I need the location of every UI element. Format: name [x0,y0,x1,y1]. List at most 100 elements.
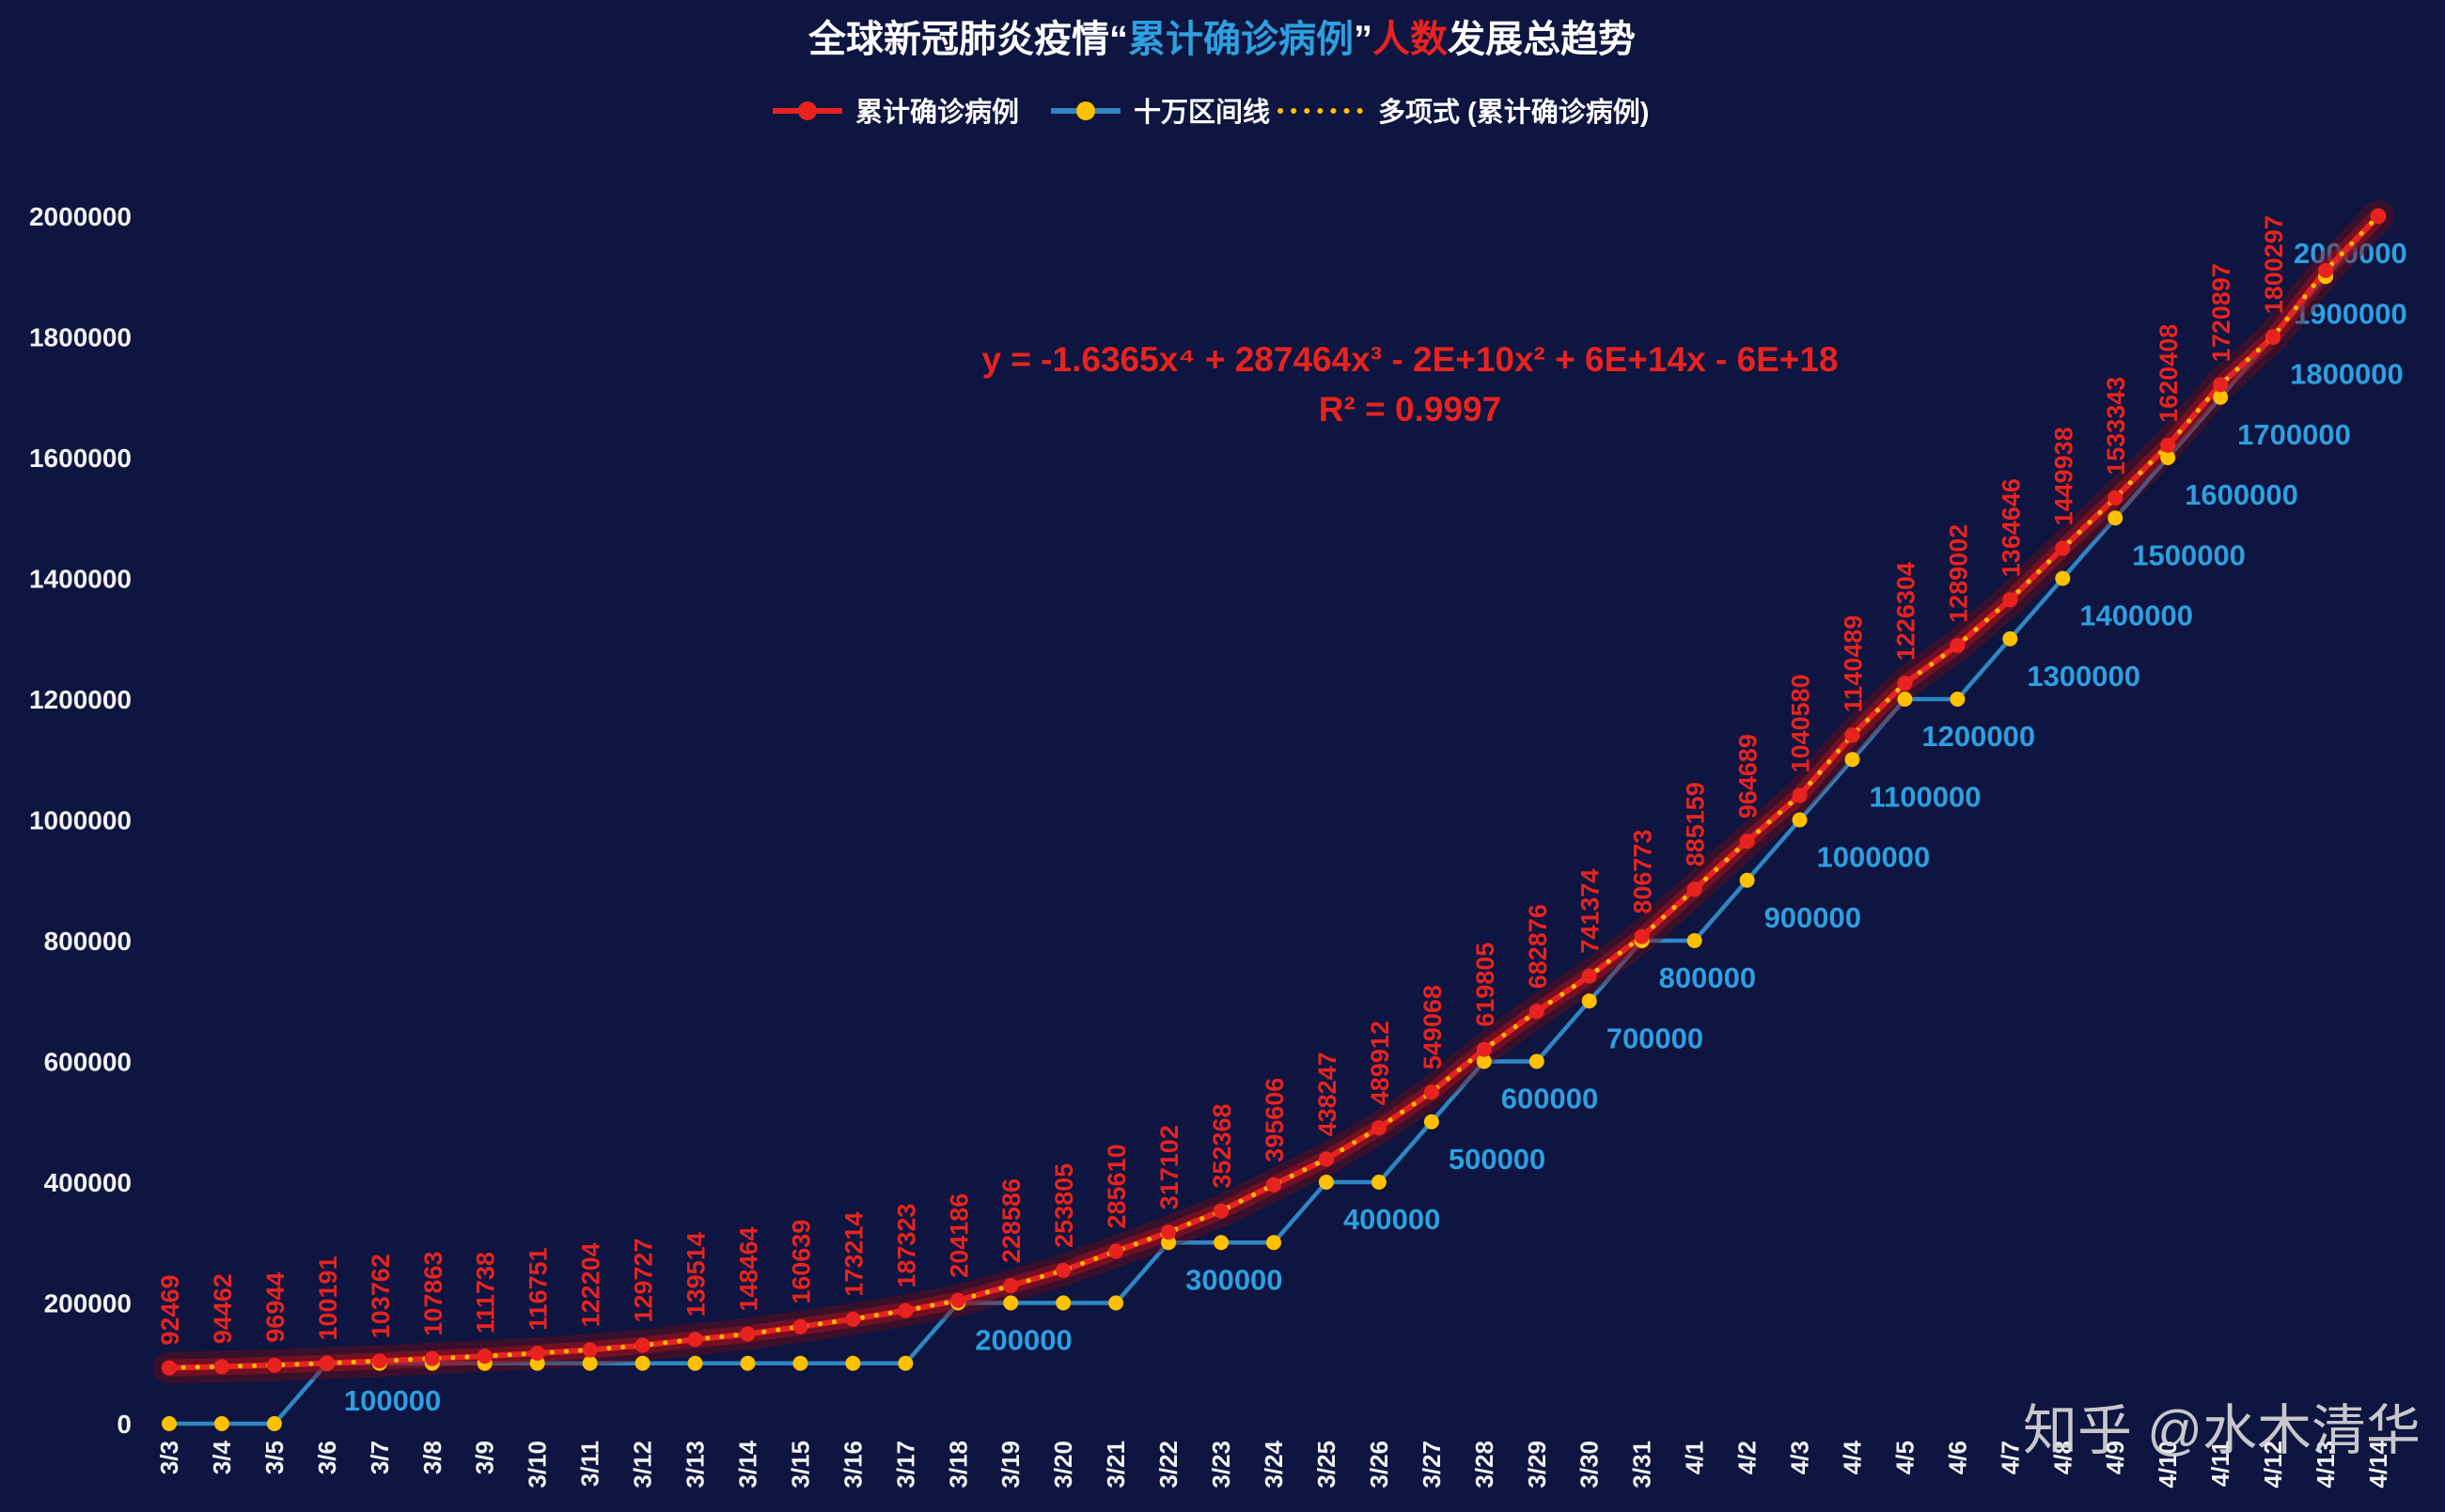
confirmed-data-label: 1140489 [1839,616,1867,713]
x-axis-tick: 3/12 [629,1441,657,1489]
interval-point [740,1355,756,1371]
interval-point [792,1355,808,1371]
legend-item-confirmed: 累计确诊病例 [773,96,1019,128]
title-segment-highlight-red: 人数 [1372,19,1448,60]
x-axis-tick: 3/8 [418,1441,447,1474]
interval-threshold-label: 300000 [1185,1263,1282,1296]
confirmed-point [2265,329,2281,345]
x-axis-tick: 4/12 [2259,1441,2287,1489]
x-axis-tick: 4/7 [1996,1441,2024,1474]
interval-threshold-label: 1000000 [1817,841,1931,874]
y-axis-tick: 1400000 [29,565,132,594]
x-axis-tick: 3/14 [733,1440,761,1488]
confirmed-data-label: 317102 [1155,1125,1183,1209]
confirmed-point [1056,1262,1072,1278]
confirmed-data-label: 285610 [1103,1144,1131,1228]
interval-point [1318,1175,1334,1190]
confirmed-point [1318,1151,1334,1167]
confirmed-data-label: 549068 [1418,985,1447,1069]
interval-threshold-label: 600000 [1501,1083,1598,1115]
x-axis-tick: 4/10 [2154,1441,2182,1489]
interval-point [2160,450,2176,465]
confirmed-point [1423,1084,1439,1100]
interval-threshold-label: 100000 [344,1384,441,1417]
legend-label-confirmed: 累计确诊病例 [855,96,1019,128]
interval-point [1371,1175,1387,1190]
x-axis-tick: 3/10 [524,1441,552,1489]
confirmed-data-label: 1720897 [2207,263,2235,362]
x-axis-tick: 3/22 [1154,1441,1183,1489]
confirmed-data-label: 107863 [419,1252,447,1336]
plot-area: 0 200000 400000 600000 800000 1000000 1200000 1… [29,200,2407,1489]
x-axis-tick: 3/29 [1523,1441,1551,1489]
confirmed-data-label: 96944 [261,1272,290,1343]
x-axis-tick: 3/18 [944,1441,972,1489]
interval-point [635,1355,650,1371]
interval-point [1897,692,1913,707]
confirmed-data-label: 129727 [630,1239,658,1323]
legend-marker-confirmed [798,101,817,120]
interval-point [1161,1235,1177,1251]
interval-point [1266,1235,1281,1251]
confirmed-data-label: 682876 [1524,904,1552,989]
y-axis-tick: 600000 [44,1048,132,1077]
x-axis-tick: 3/23 [1207,1441,1235,1489]
y-axis-tick: 1200000 [29,685,132,714]
y-axis-tick: 0 [117,1410,132,1439]
confirmed-data-label: 1620408 [2155,324,2183,423]
confirmed-data-label: 1226304 [1891,562,1920,661]
interval-point [845,1355,861,1371]
x-axis-tick: 3/11 [576,1441,604,1487]
interval-threshold-label: 1500000 [2132,538,2246,571]
x-axis-tick: 3/24 [1260,1440,1288,1488]
confirmed-data-label: 173214 [839,1212,868,1297]
confirmed-data-label: 741374 [1576,869,1605,954]
confirmed-point [2318,262,2334,278]
confirmed-point [1528,1004,1544,1020]
confirmed-point [477,1348,493,1364]
y-axis-tick: 1800000 [29,323,132,352]
confirmed-point [1686,881,1702,897]
confirmed-point [1476,1041,1492,1057]
x-axis-tick: 3/4 [208,1440,236,1474]
interval-point [1528,1053,1544,1069]
confirmed-point [213,1359,229,1375]
confirmed-point [1371,1120,1387,1136]
confirmed-data-label: 806773 [1629,830,1657,914]
confirmed-data-label: 187323 [892,1204,920,1288]
confirmed-data-label: 122204 [577,1242,605,1327]
confirmed-point [1792,787,1808,803]
y-axis-tick: 800000 [44,927,132,956]
confirmed-data-label: 92469 [156,1274,184,1345]
x-axis-tick: 3/15 [786,1441,814,1489]
x-axis-tick: 3/13 [682,1441,710,1489]
confirmed-point [740,1326,756,1342]
confirmed-point [1581,968,1597,984]
confirmed-data-label: 964689 [1734,734,1763,818]
x-axis-tick: 3/16 [839,1441,867,1489]
interval-point [1739,872,1755,888]
x-axis-tick: 3/20 [1049,1441,1077,1489]
confirmed-point [424,1350,440,1366]
x-axis-tick: 3/28 [1470,1441,1498,1489]
interval-point [213,1416,229,1431]
x-axis-tick: 4/1 [1681,1441,1709,1474]
confirmed-data-label: 1800297 [2260,215,2288,314]
y-axis-tick: 1600000 [29,444,132,473]
confirmed-data-label: 204186 [945,1193,973,1278]
watermark: 知乎 @水木清华 [2023,1400,2421,1461]
interval-point [2108,510,2124,526]
interval-point [1214,1235,1230,1251]
x-axis-tick: 4/13 [2312,1441,2340,1489]
title-segment: ” [1354,19,1372,60]
interval-point [1108,1295,1124,1311]
interval-threshold-label: 1600000 [2185,478,2298,511]
interval-threshold-label: 900000 [1764,901,1861,934]
confirmed-data-label: 1533343 [2102,377,2130,475]
confirmed-data-label: 438247 [1313,1052,1341,1136]
legend-label-polynomial: 多项式 (累计确诊病例) [1378,96,1649,128]
interval-point [1950,692,1966,707]
x-axis-tick: 4/5 [1890,1441,1919,1474]
confirmed-point [2160,437,2176,453]
interval-threshold-label: 1900000 [2294,297,2407,330]
